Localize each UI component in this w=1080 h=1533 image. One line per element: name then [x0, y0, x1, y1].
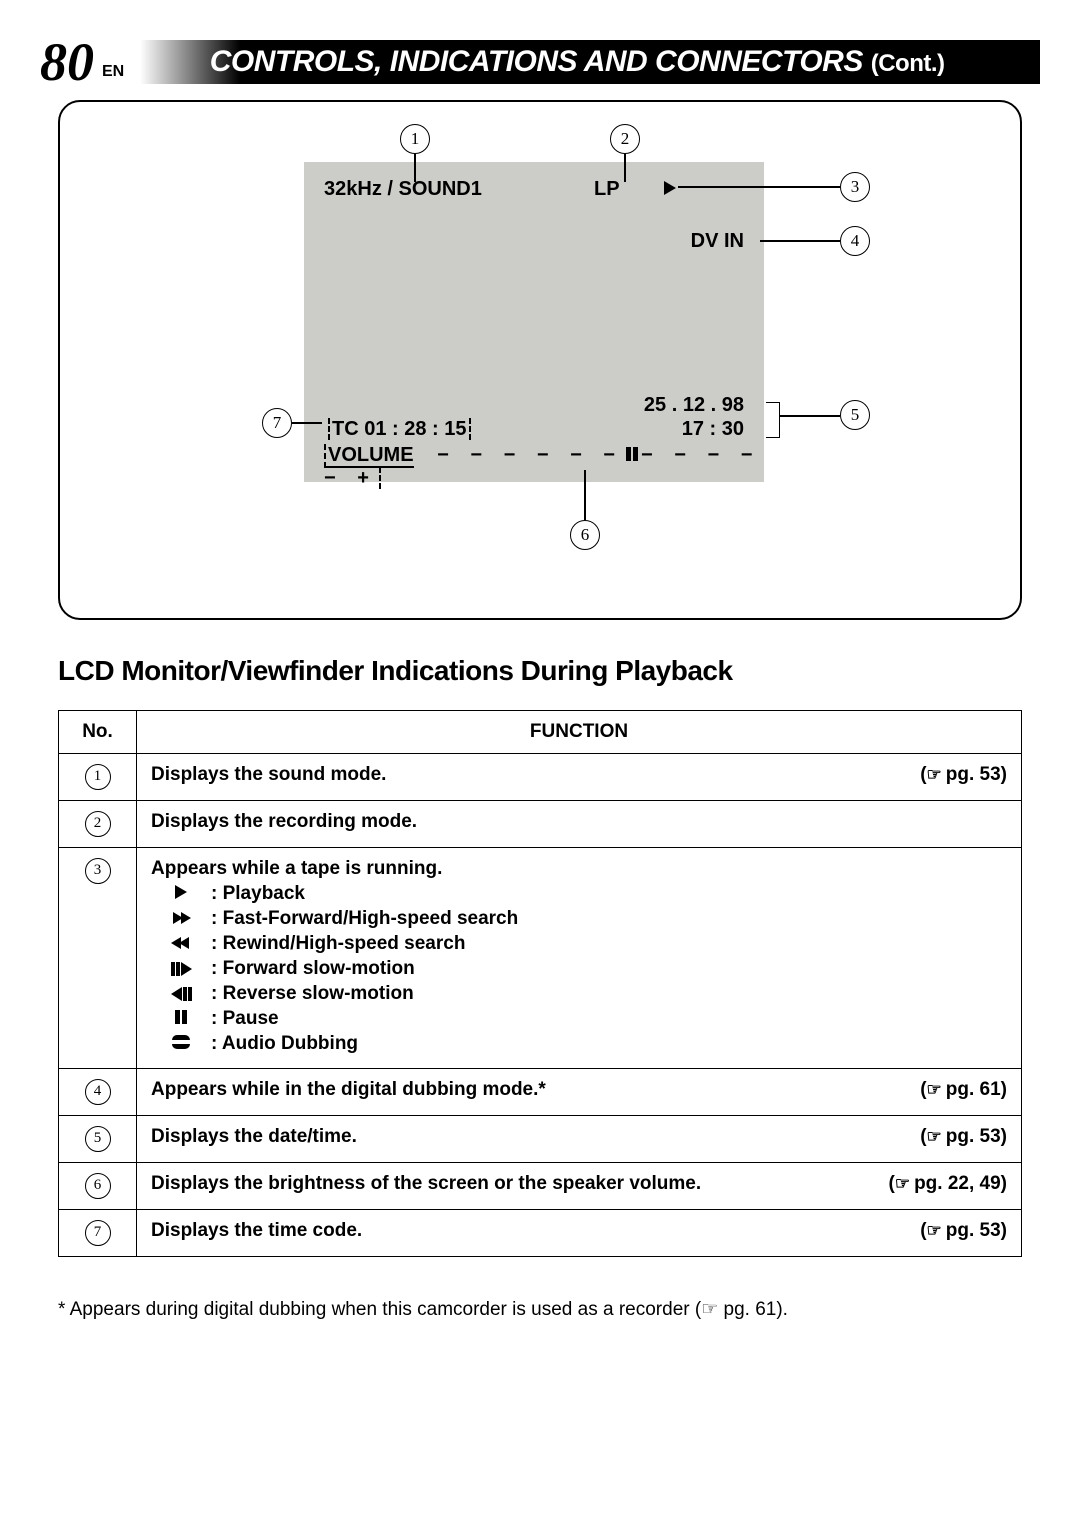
- section-heading: LCD Monitor/Viewfinder Indications Durin…: [58, 655, 733, 687]
- callout-5: 5: [840, 400, 870, 430]
- row-no: 2: [85, 811, 111, 837]
- date-text: 25 . 12 . 98: [644, 394, 744, 417]
- row-text: Displays the sound mode.: [151, 764, 386, 785]
- time-text: 17 : 30: [682, 418, 744, 441]
- page-ref: (☞pg. 53): [920, 764, 1007, 786]
- table-row: 5 Displays the date/time. (☞pg. 53): [59, 1116, 1022, 1163]
- row-text: Displays the date/time.: [151, 1126, 357, 1147]
- function-table: No. FUNCTION 1 Displays the sound mode. …: [58, 710, 1022, 1257]
- page-header: 80 EN CONTROLS, INDICATIONS AND CONNECTO…: [40, 40, 1040, 84]
- timecode-value: TC 01 : 28 : 15: [328, 418, 471, 440]
- page-ref: (☞pg. 53): [920, 1220, 1007, 1242]
- row-no: 7: [85, 1220, 111, 1246]
- page-ref: (☞pg. 61): [920, 1079, 1007, 1101]
- table-row: 6 Displays the brightness of the screen …: [59, 1163, 1022, 1210]
- page-number: 80: [40, 31, 94, 93]
- page-ref-value: pg. 22, 49: [914, 1173, 1001, 1194]
- col-func-header: FUNCTION: [137, 711, 1022, 754]
- item-label: : Audio Dubbing: [211, 1033, 358, 1054]
- line-3: [678, 186, 840, 188]
- table-row: 3 Appears while a tape is running. : Pla…: [59, 848, 1022, 1069]
- item-label: : Playback: [211, 883, 305, 904]
- row-no: 5: [85, 1126, 111, 1152]
- page-ref-value: pg. 53: [946, 1126, 1001, 1147]
- line-6: [584, 470, 586, 520]
- item-label: : Fast-Forward/High-speed search: [211, 908, 518, 929]
- table-row: 2 Displays the recording mode.: [59, 801, 1022, 848]
- dv-in-text: DV IN: [691, 230, 744, 253]
- bracket-5: [766, 402, 780, 438]
- header-cont: (Cont.): [871, 50, 955, 77]
- line-4: [760, 240, 840, 242]
- play-icon: [151, 883, 211, 905]
- fast-forward-icon: [151, 908, 211, 930]
- callout-3: 3: [840, 172, 870, 202]
- header-title-text: CONTROLS, INDICATIONS AND CONNECTORS: [210, 45, 863, 78]
- col-no-header: No.: [59, 711, 137, 754]
- callout-4: 4: [840, 226, 870, 256]
- row-no: 1: [85, 764, 111, 790]
- row-no: 4: [85, 1079, 111, 1105]
- page-ref-value: pg. 61: [946, 1079, 1001, 1100]
- callout-7: 7: [262, 408, 292, 438]
- row-text: Displays the time code.: [151, 1220, 362, 1241]
- line-2: [624, 154, 626, 182]
- table-row: 4 Appears while in the digital dubbing m…: [59, 1069, 1022, 1116]
- lcd-diagram: 32kHz / SOUND1 LP DV IN 25 . 12 . 98 17 …: [58, 100, 1022, 620]
- page-ref-value: pg. 53: [946, 764, 1001, 785]
- reverse-slow-icon: [151, 983, 211, 1005]
- item-label: : Forward slow-motion: [211, 958, 415, 979]
- lang-label: EN: [102, 63, 124, 81]
- pause-icon: [151, 1008, 211, 1030]
- row-text: Appears while in the digital dubbing mod…: [151, 1079, 546, 1100]
- volume-label: VOLUME: [324, 444, 414, 468]
- table-row: 1 Displays the sound mode. (☞pg. 53): [59, 754, 1022, 801]
- forward-slow-icon: [151, 958, 211, 980]
- line-5: [780, 415, 840, 417]
- callout-2: 2: [610, 124, 640, 154]
- audio-dub-icon: [151, 1033, 211, 1055]
- item-label: : Pause: [211, 1008, 279, 1029]
- lcd-screen: 32kHz / SOUND1 LP DV IN 25 . 12 . 98 17 …: [304, 162, 764, 482]
- sound-mode-text: 32kHz / SOUND1: [324, 178, 482, 201]
- footnote: * Appears during digital dubbing when th…: [58, 1298, 788, 1321]
- row-text: Displays the recording mode.: [151, 811, 417, 832]
- header-title: CONTROLS, INDICATIONS AND CONNECTORS (Co…: [124, 45, 1040, 79]
- row-text: Appears while a tape is running.: [151, 858, 1007, 880]
- row-text: Displays the brightness of the screen or…: [151, 1173, 701, 1194]
- row-no: 6: [85, 1173, 111, 1199]
- page-ref: (☞pg. 53): [920, 1126, 1007, 1148]
- rewind-icon: [151, 933, 211, 955]
- callout-6: 6: [570, 520, 600, 550]
- line-7: [292, 422, 322, 424]
- play-icon: [664, 178, 676, 201]
- page-ref: (☞pg. 22, 49): [888, 1173, 1007, 1195]
- line-1: [414, 154, 416, 182]
- item-label: : Rewind/High-speed search: [211, 933, 465, 954]
- table-row: 7 Displays the time code. (☞pg. 53): [59, 1210, 1022, 1257]
- page-ref-value: pg. 53: [946, 1220, 1001, 1241]
- rec-mode-text: LP: [594, 178, 620, 201]
- volume-row: VOLUME − − − − − −− − − − − +: [324, 444, 764, 490]
- row-no: 3: [85, 858, 111, 884]
- timecode-text: TC 01 : 28 : 15: [324, 418, 475, 441]
- item-label: : Reverse slow-motion: [211, 983, 414, 1004]
- callout-1: 1: [400, 124, 430, 154]
